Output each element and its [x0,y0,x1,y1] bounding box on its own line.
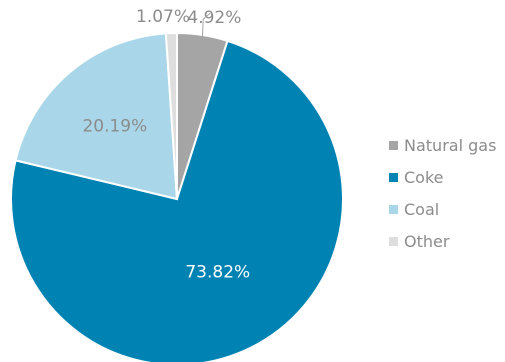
legend-label-coke: Coke [404,168,444,187]
slice-label-coal: 20.19% [82,116,147,136]
leader-line-natural-gas [201,12,211,41]
slice-label-coke: 73.82% [185,262,250,282]
legend-swatch-coal [389,205,398,214]
slice-label-other: 1.07% [136,7,190,27]
legend: Natural gas Coke Coal Other [389,136,496,251]
legend-swatch-coke [389,173,398,182]
legend-swatch-other [389,237,398,246]
legend-swatch-natural-gas [389,141,398,150]
slice-label-natural-gas: 4.92% [187,8,241,28]
legend-label-coal: Coal [404,200,439,219]
legend-label-other: Other [404,232,450,251]
legend-label-natural-gas: Natural gas [404,136,496,155]
pie-slice-coke [10,39,344,362]
pie-slice-coal [14,32,179,201]
pie-slice-other [164,31,178,200]
pie-slices [10,31,344,362]
slice-labels: 4.92% 73.82% 20.19% 1.07% [82,7,250,282]
